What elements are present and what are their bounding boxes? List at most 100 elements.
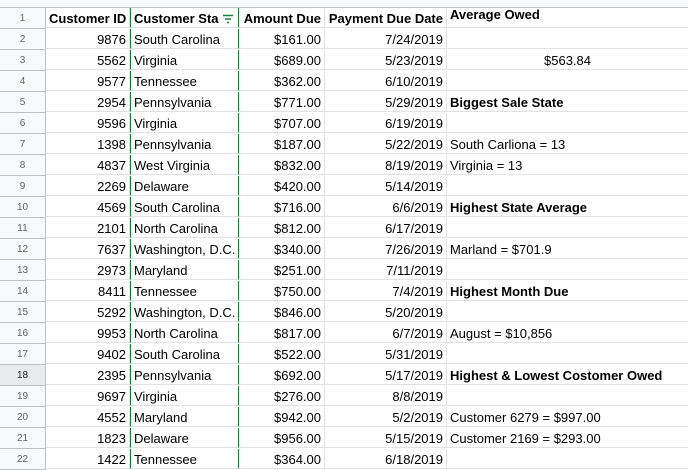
row-number[interactable]: 21	[0, 428, 46, 449]
cell-customer-state[interactable]: Pennsylvania	[130, 92, 239, 112]
cell-payment-due-date[interactable]: 6/17/2019	[325, 218, 447, 238]
cell-customer-id[interactable]: 9596	[46, 113, 130, 133]
cell-amount-due[interactable]: $956.00	[239, 428, 325, 448]
cell-customer-state[interactable]: Delaware	[130, 428, 239, 448]
cell-amount-due[interactable]: $251.00	[239, 260, 325, 280]
cell-customer-state[interactable]: North Carolina	[130, 323, 239, 343]
row-number[interactable]: 20	[0, 407, 46, 428]
cell-customer-id[interactable]: 7637	[46, 239, 130, 259]
cell-side-summary[interactable]	[447, 29, 688, 49]
cell-payment-due-date[interactable]: 5/29/2019	[325, 92, 447, 112]
cell-side-summary[interactable]	[447, 344, 688, 364]
cell-side-summary[interactable]: Marland = $701.9	[447, 239, 688, 259]
cell-customer-id[interactable]: 1422	[46, 449, 130, 469]
cell-side-summary[interactable]: $563.84	[447, 50, 688, 70]
cell-side-summary[interactable]	[447, 302, 688, 322]
side-title-average-owed[interactable]: Average Owed	[447, 8, 688, 28]
cell-side-summary[interactable]: Customer 2169 = $293.00	[447, 428, 688, 448]
cell-side-summary[interactable]: Highest State Average	[447, 197, 688, 217]
cell-amount-due[interactable]: $362.00	[239, 71, 325, 91]
cell-amount-due[interactable]: $817.00	[239, 323, 325, 343]
cell-side-summary[interactable]: Highest & Lowest Costomer Owed	[447, 365, 688, 385]
cell-customer-state[interactable]: Tennessee	[130, 71, 239, 91]
cell-side-summary[interactable]	[447, 449, 688, 469]
cell-side-summary[interactable]	[447, 113, 688, 133]
cell-customer-id[interactable]: 5292	[46, 302, 130, 322]
cell-amount-due[interactable]: $161.00	[239, 29, 325, 49]
cell-amount-due[interactable]: $771.00	[239, 92, 325, 112]
row-number[interactable]: 9	[0, 176, 46, 197]
cell-customer-state[interactable]: Tennessee	[130, 281, 239, 301]
cell-payment-due-date[interactable]: 7/24/2019	[325, 29, 447, 49]
cell-payment-due-date[interactable]: 7/4/2019	[325, 281, 447, 301]
cell-customer-state[interactable]: South Carolina	[130, 29, 239, 49]
cell-customer-state[interactable]: Tennessee	[130, 449, 239, 469]
row-number[interactable]: 19	[0, 386, 46, 407]
cell-customer-id[interactable]: 4552	[46, 407, 130, 427]
cell-customer-id[interactable]: 2973	[46, 260, 130, 280]
row-number[interactable]: 14	[0, 281, 46, 302]
cell-amount-due[interactable]: $846.00	[239, 302, 325, 322]
cell-side-summary[interactable]: Customer 6279 = $997.00	[447, 407, 688, 427]
row-number[interactable]: 18	[0, 365, 46, 386]
row-number[interactable]: 16	[0, 323, 46, 344]
cell-amount-due[interactable]: $832.00	[239, 155, 325, 175]
cell-side-summary[interactable]: South Carliona = 13	[447, 134, 688, 154]
cell-customer-id[interactable]: 9697	[46, 386, 130, 406]
cell-customer-state[interactable]: Virginia	[130, 113, 239, 133]
header-customer-state[interactable]: Customer Sta	[130, 8, 239, 28]
cell-customer-id[interactable]: 2269	[46, 176, 130, 196]
cell-amount-due[interactable]: $692.00	[239, 365, 325, 385]
filter-icon[interactable]	[222, 14, 234, 24]
cell-amount-due[interactable]: $707.00	[239, 113, 325, 133]
row-number[interactable]: 12	[0, 239, 46, 260]
cell-payment-due-date[interactable]: 5/14/2019	[325, 176, 447, 196]
cell-amount-due[interactable]: $750.00	[239, 281, 325, 301]
cell-payment-due-date[interactable]: 6/18/2019	[325, 449, 447, 469]
cell-payment-due-date[interactable]: 5/17/2019	[325, 365, 447, 385]
cell-amount-due[interactable]: $364.00	[239, 449, 325, 469]
row-number[interactable]: 1	[0, 8, 46, 29]
cell-customer-state[interactable]: Maryland	[130, 407, 239, 427]
cell-customer-id[interactable]: 8411	[46, 281, 130, 301]
cell-side-summary[interactable]	[447, 176, 688, 196]
cell-customer-id[interactable]: 4569	[46, 197, 130, 217]
cell-customer-id[interactable]: 2954	[46, 92, 130, 112]
cell-payment-due-date[interactable]: 5/23/2019	[325, 50, 447, 70]
cell-customer-id[interactable]: 4837	[46, 155, 130, 175]
cell-customer-state[interactable]: Washington, D.C.	[130, 302, 239, 322]
row-number[interactable]: 6	[0, 113, 46, 134]
cell-payment-due-date[interactable]: 7/11/2019	[325, 260, 447, 280]
cell-amount-due[interactable]: $522.00	[239, 344, 325, 364]
cell-customer-id[interactable]: 9876	[46, 29, 130, 49]
cell-customer-state[interactable]: Virginia	[130, 50, 239, 70]
cell-side-summary[interactable]	[447, 260, 688, 280]
cell-amount-due[interactable]: $812.00	[239, 218, 325, 238]
cell-payment-due-date[interactable]: 8/8/2019	[325, 386, 447, 406]
header-amount-due[interactable]: Amount Due	[239, 8, 325, 28]
cell-payment-due-date[interactable]: 5/20/2019	[325, 302, 447, 322]
cell-payment-due-date[interactable]: 5/31/2019	[325, 344, 447, 364]
cell-payment-due-date[interactable]: 5/22/2019	[325, 134, 447, 154]
cell-payment-due-date[interactable]: 6/6/2019	[325, 197, 447, 217]
row-number[interactable]: 3	[0, 50, 46, 71]
cell-amount-due[interactable]: $276.00	[239, 386, 325, 406]
cell-amount-due[interactable]: $340.00	[239, 239, 325, 259]
cell-side-summary[interactable]: Virginia = 13	[447, 155, 688, 175]
row-number[interactable]: 10	[0, 197, 46, 218]
cell-customer-state[interactable]: Delaware	[130, 176, 239, 196]
cell-customer-state[interactable]: West Virginia	[130, 155, 239, 175]
cell-payment-due-date[interactable]: 7/26/2019	[325, 239, 447, 259]
cell-customer-id[interactable]: 9402	[46, 344, 130, 364]
cell-amount-due[interactable]: $716.00	[239, 197, 325, 217]
row-number[interactable]: 8	[0, 155, 46, 176]
cell-customer-state[interactable]: Maryland	[130, 260, 239, 280]
cell-amount-due[interactable]: $420.00	[239, 176, 325, 196]
cell-customer-state[interactable]: Pennsylvania	[130, 365, 239, 385]
row-number[interactable]: 13	[0, 260, 46, 281]
cell-side-summary[interactable]: August = $10,856	[447, 323, 688, 343]
row-number[interactable]: 4	[0, 71, 46, 92]
cell-amount-due[interactable]: $187.00	[239, 134, 325, 154]
cell-side-summary[interactable]	[447, 218, 688, 238]
